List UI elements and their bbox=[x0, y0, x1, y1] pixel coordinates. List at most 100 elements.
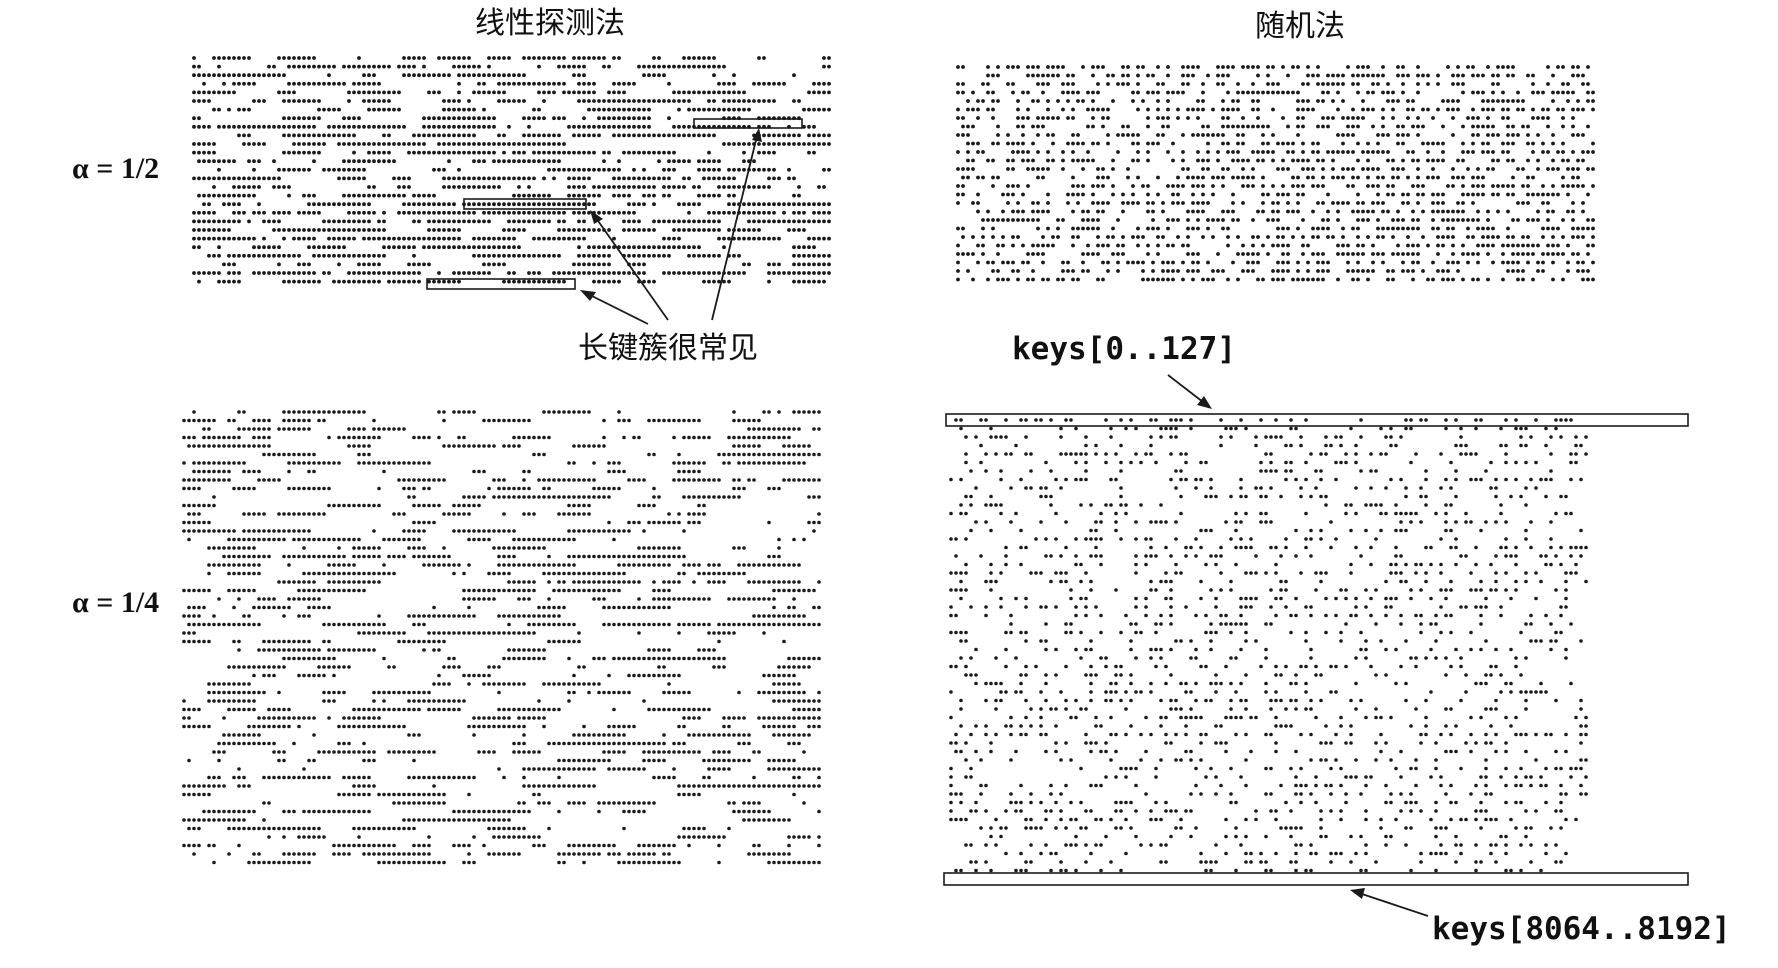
slot-dot bbox=[452, 107, 456, 112]
slot-dot bbox=[1541, 201, 1545, 205]
slot-dot bbox=[462, 210, 466, 215]
slot-dot bbox=[677, 469, 681, 474]
slot-dot bbox=[192, 435, 196, 440]
slot-dot bbox=[277, 124, 281, 129]
slot-dot bbox=[1046, 277, 1050, 282]
slot-dot bbox=[507, 73, 511, 78]
slot-dot bbox=[1241, 243, 1245, 248]
slot-dot bbox=[492, 202, 496, 207]
slot-dot bbox=[237, 210, 241, 215]
slot-dot bbox=[222, 563, 226, 567]
slot-dot bbox=[1041, 175, 1045, 180]
slot-dot bbox=[612, 486, 616, 491]
slot-dot bbox=[292, 461, 296, 465]
slot-dot bbox=[802, 478, 806, 482]
slot-dot bbox=[557, 605, 561, 610]
slot-dot bbox=[517, 193, 521, 198]
slot-dot bbox=[687, 271, 691, 275]
slot-dot bbox=[1391, 277, 1395, 282]
slot-dot bbox=[362, 271, 366, 275]
slot-dot bbox=[292, 580, 296, 584]
slot-dot bbox=[342, 435, 346, 440]
slot-dot bbox=[252, 253, 256, 258]
slot-dot bbox=[657, 159, 661, 164]
slot-dot bbox=[1401, 133, 1405, 137]
slot-dot bbox=[202, 99, 206, 103]
slot-dot bbox=[407, 495, 411, 499]
slot-dot bbox=[1041, 252, 1045, 256]
slot-dot bbox=[532, 56, 536, 60]
slot-dot bbox=[427, 193, 431, 198]
slot-dot bbox=[472, 245, 476, 250]
slot-dot bbox=[522, 486, 526, 491]
slot-dot bbox=[981, 175, 985, 180]
slot-dot bbox=[1096, 82, 1100, 86]
slot-dot bbox=[447, 56, 451, 60]
slot-dot bbox=[1041, 73, 1045, 78]
slot-dot bbox=[1281, 260, 1285, 265]
slot-dot bbox=[1531, 116, 1535, 120]
slot-dot bbox=[1046, 201, 1050, 205]
slot-dot bbox=[272, 245, 276, 250]
slot-dot bbox=[727, 236, 731, 241]
slot-dot bbox=[232, 81, 236, 86]
slot-dot bbox=[312, 253, 316, 258]
slot-dot bbox=[412, 537, 416, 542]
slot-dot bbox=[1506, 150, 1510, 154]
slot-dot bbox=[617, 176, 621, 181]
slot-dot bbox=[1151, 90, 1155, 95]
slot-dot bbox=[522, 512, 526, 516]
slot-dot bbox=[657, 563, 661, 567]
slot-dot bbox=[1546, 192, 1550, 197]
slot-dot bbox=[427, 503, 431, 508]
slot-dot bbox=[677, 133, 681, 138]
slot-dot bbox=[227, 478, 231, 482]
slot-dot bbox=[402, 512, 406, 516]
slot-dot bbox=[222, 81, 226, 86]
slot-dot bbox=[242, 546, 246, 550]
slot-dot bbox=[507, 571, 511, 576]
slot-dot bbox=[572, 503, 576, 508]
slot-dot bbox=[772, 580, 776, 584]
slot-dot bbox=[242, 486, 246, 491]
slot-dot bbox=[1021, 192, 1025, 197]
slot-dot bbox=[302, 571, 306, 576]
slot-dot bbox=[252, 271, 256, 275]
slot-dot bbox=[242, 56, 246, 60]
slot-dot bbox=[1571, 226, 1575, 231]
slot-dot bbox=[737, 228, 741, 232]
slot-dot bbox=[1521, 201, 1525, 205]
slot-dot bbox=[542, 605, 546, 610]
slot-dot bbox=[787, 563, 791, 567]
slot-dot bbox=[532, 253, 536, 258]
slot-dot bbox=[1181, 133, 1185, 137]
slot-dot bbox=[1516, 218, 1520, 222]
slot-dot bbox=[387, 554, 391, 559]
slot-dot bbox=[232, 176, 236, 181]
slot-dot bbox=[981, 99, 985, 103]
slot-dot bbox=[1436, 226, 1440, 231]
slot-dot bbox=[527, 271, 531, 275]
slot-dot bbox=[1526, 158, 1530, 163]
slot-dot bbox=[537, 478, 541, 482]
slot-dot bbox=[492, 597, 496, 601]
slot-dot bbox=[1346, 167, 1350, 171]
slot-dot bbox=[332, 537, 336, 542]
slot-dot bbox=[1206, 150, 1210, 154]
slot-dot bbox=[462, 64, 466, 69]
slot-dot bbox=[432, 478, 436, 482]
slot-dot bbox=[1201, 107, 1205, 112]
slot-dot bbox=[192, 73, 196, 78]
slot-dot bbox=[532, 580, 536, 584]
slot-dot bbox=[1436, 175, 1440, 180]
slot-dot bbox=[722, 90, 726, 95]
slot-dot bbox=[617, 469, 621, 474]
slot-dot bbox=[532, 546, 536, 550]
slot-dot bbox=[777, 202, 781, 207]
slot-dot bbox=[452, 245, 456, 250]
slot-dot bbox=[242, 185, 246, 189]
slot-dot bbox=[742, 262, 746, 267]
slot-dot bbox=[1046, 243, 1050, 248]
slot-dot bbox=[1426, 150, 1430, 154]
